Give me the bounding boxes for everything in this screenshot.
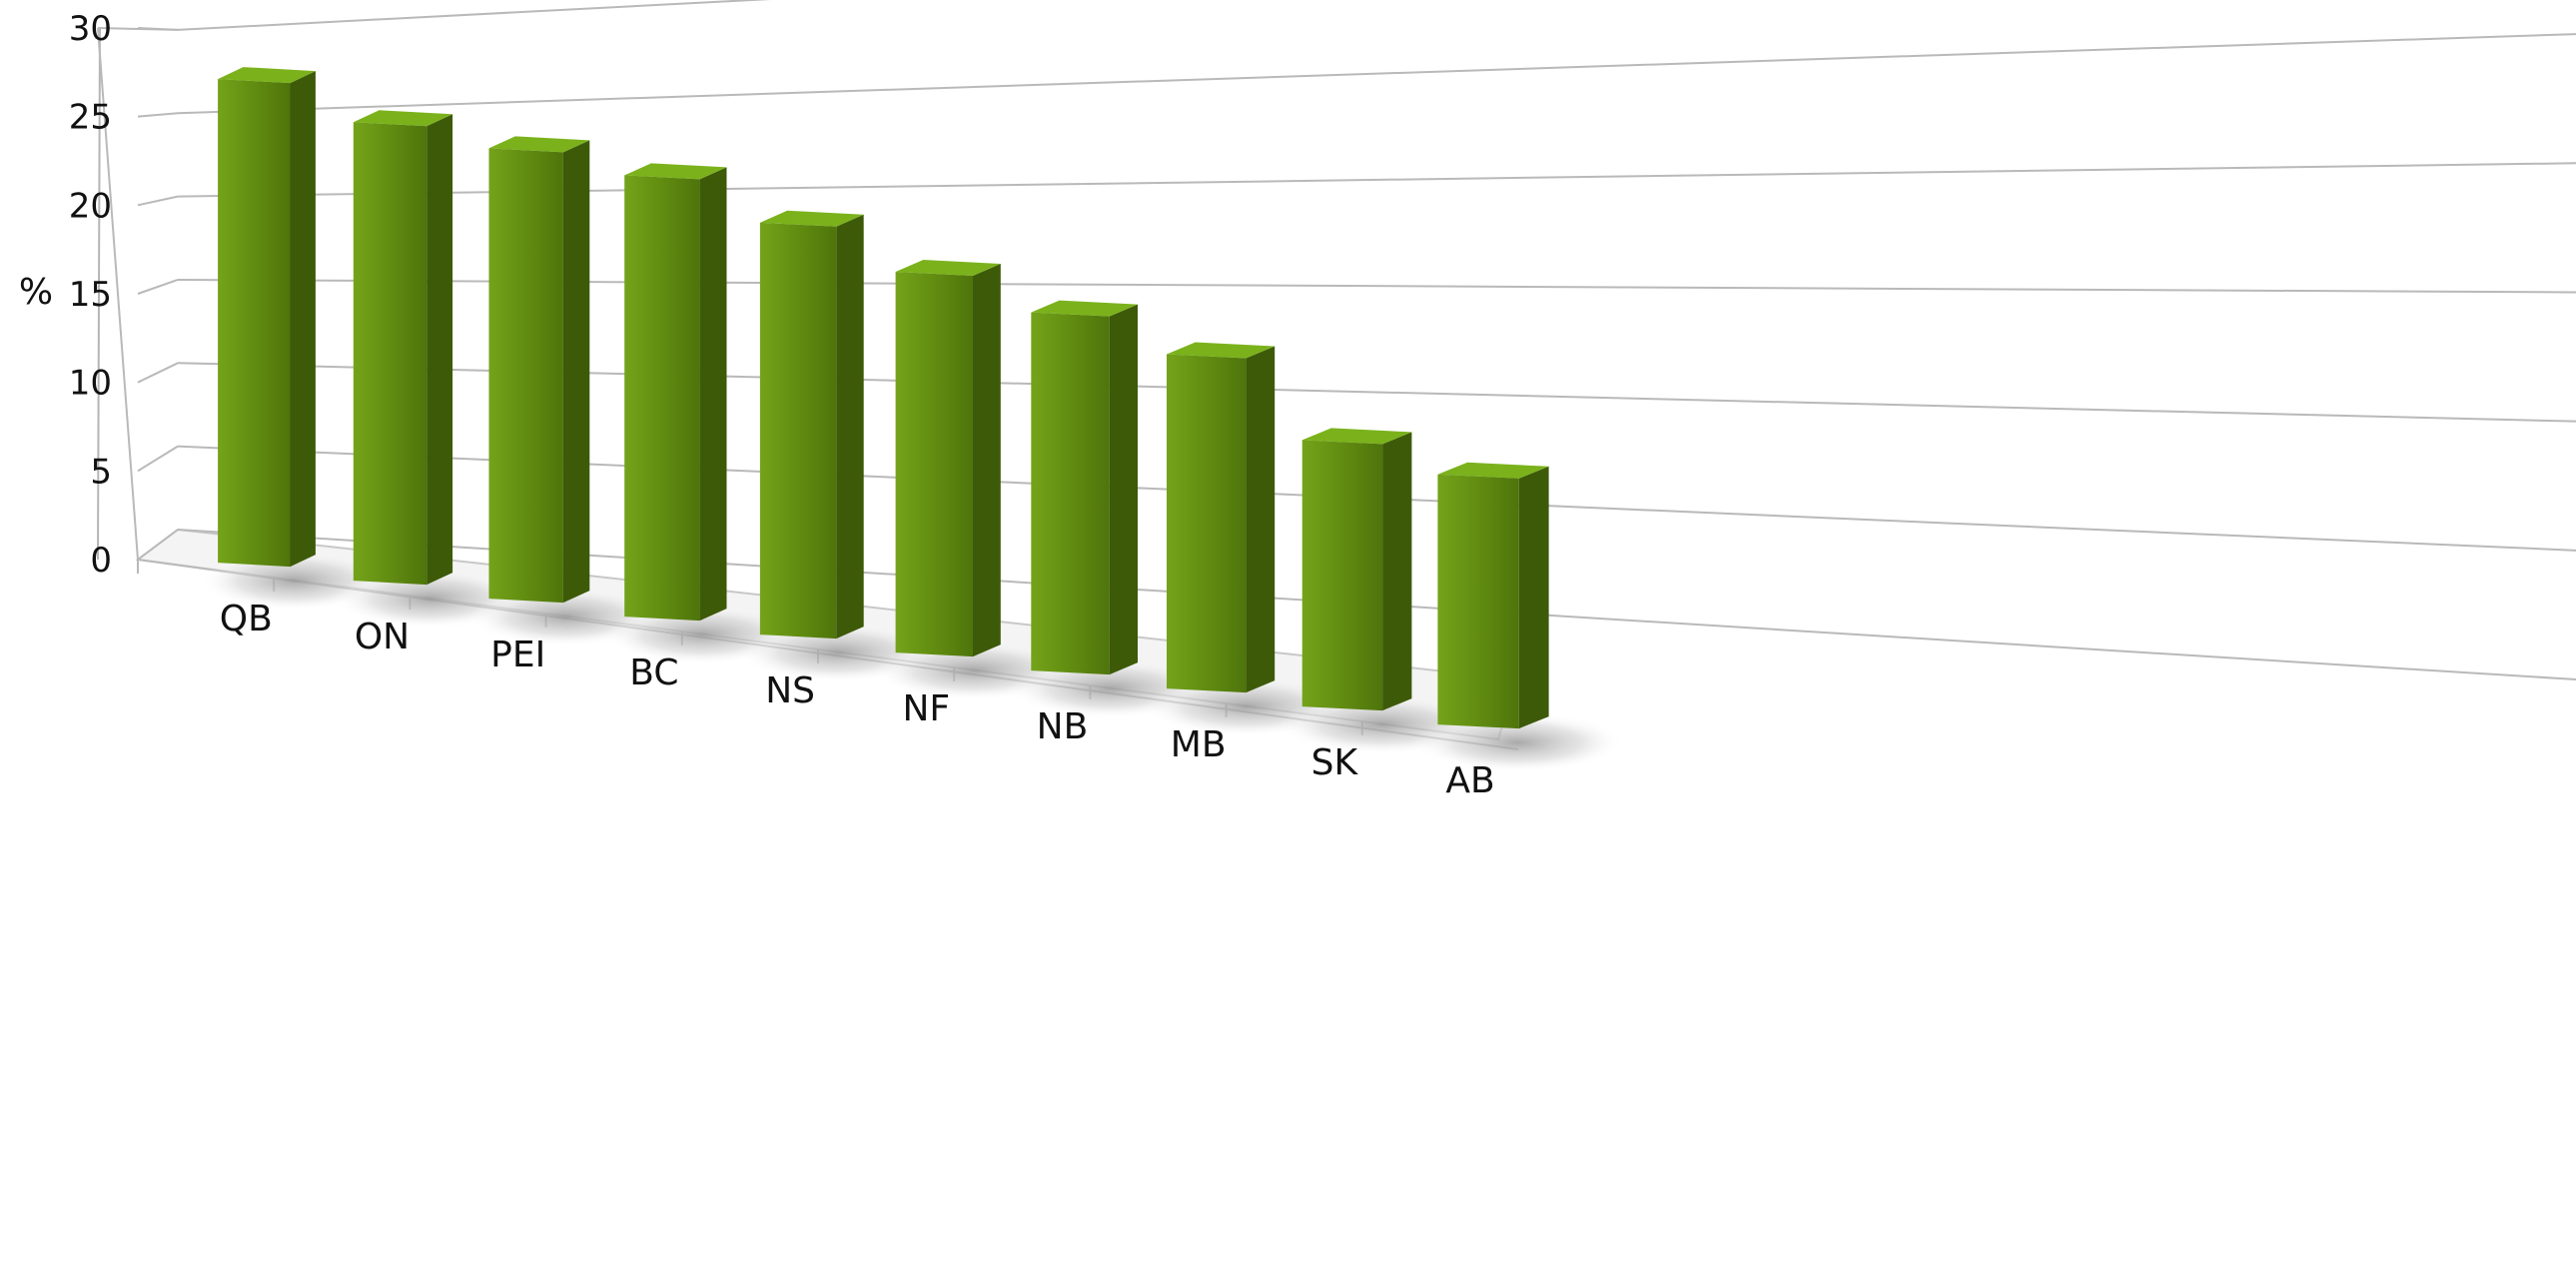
y-tick-label: 15 [69, 275, 112, 315]
bar-front-face [895, 272, 973, 657]
bar-top-face [1437, 462, 1549, 479]
bar-front-face [353, 122, 428, 586]
y-tick-label: 20 [69, 186, 112, 226]
gridline-30 [177, 0, 771, 31]
bar-BC [624, 163, 727, 622]
bar-NB [1031, 300, 1138, 675]
bar-front-face [1167, 354, 1247, 693]
y-axis-top-connector [97, 27, 179, 31]
x-tick-label: SK [1311, 742, 1359, 783]
bar-side-face [1246, 346, 1276, 693]
bar-side-face [562, 140, 590, 604]
bar-top-face [353, 110, 453, 127]
gridline-connector-5 [137, 445, 179, 473]
gridline-connector-20 [137, 195, 179, 207]
bar-QB [218, 67, 316, 568]
y-tick-label: 25 [69, 98, 112, 138]
x-tick-label: NB [1037, 706, 1089, 747]
y-tick-label: 30 [69, 9, 112, 49]
x-tick-label: BC [629, 652, 678, 693]
y-tick-label: 0 [90, 541, 112, 581]
y-axis-label: % [19, 272, 53, 313]
x-tick-label: ON [355, 617, 410, 657]
bar-top-face [895, 260, 1001, 276]
x-tick-label: NS [765, 670, 815, 711]
y-tick-label: 5 [90, 452, 112, 492]
bar-top-face [759, 210, 864, 227]
gridline-connector-15 [137, 279, 179, 295]
bar-front-face [624, 175, 700, 622]
bar-side-face [836, 214, 864, 640]
bar-top-face [218, 67, 316, 84]
bar-top-face [1301, 428, 1412, 445]
bar-PEI [488, 136, 590, 604]
bar-side-face [290, 71, 316, 568]
bar-front-face [1301, 440, 1383, 711]
bar-NF [895, 260, 1001, 657]
bar-side-face [1382, 432, 1412, 711]
gridline-connector-0 [137, 529, 179, 561]
bar-top-face [1031, 300, 1138, 317]
bar-front-face [759, 222, 837, 640]
bar-side-face [427, 114, 453, 586]
bar-front-face [1031, 312, 1110, 675]
gridline-25 [177, 33, 2576, 115]
y-axis [97, 27, 139, 561]
bar-shadow [1412, 712, 1624, 773]
bar-front-face [488, 148, 563, 604]
bar-ON [353, 110, 453, 586]
x-tick-label: MB [1171, 724, 1227, 765]
bar-NS [759, 210, 864, 640]
x-tick-label: NF [902, 688, 950, 729]
x-tick-label: QB [220, 599, 273, 640]
bar-top-face [488, 136, 590, 153]
gridline-connector-10 [137, 362, 179, 384]
x-tick-label: PEI [490, 635, 545, 675]
bar-front-face [1437, 474, 1519, 729]
bar-side-face [1518, 466, 1549, 729]
bar-top-face [624, 163, 727, 180]
bar-front-face [218, 79, 291, 568]
gridline-connector-25 [137, 112, 179, 118]
bar-top-face [1167, 342, 1276, 359]
bar-side-face [1109, 304, 1138, 675]
bar-AB [1437, 462, 1549, 729]
x-tick-label: AB [1445, 760, 1494, 801]
bar-MB [1167, 342, 1276, 693]
y-tick-label: 10 [69, 364, 112, 404]
bar-side-face [699, 167, 727, 622]
bar-SK [1301, 428, 1412, 711]
y-axis-line [97, 27, 101, 561]
bar-side-face [973, 264, 1001, 657]
